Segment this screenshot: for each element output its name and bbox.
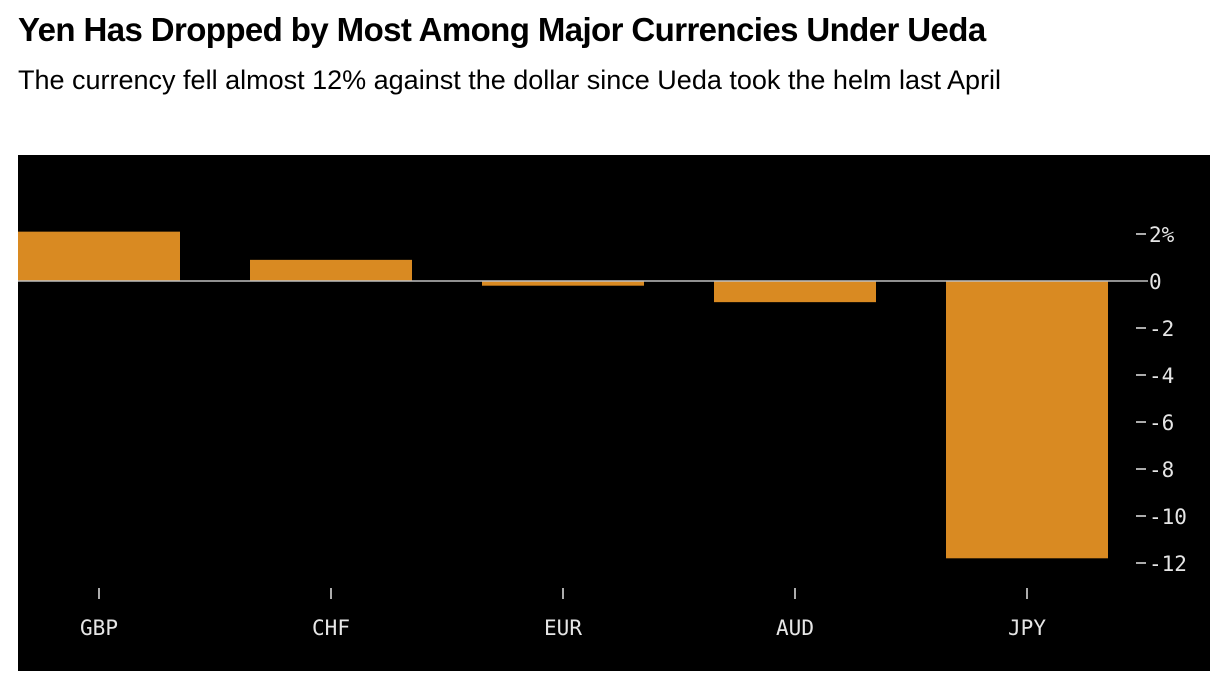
y-tick-label: -12 <box>1149 552 1187 576</box>
x-tick-label-chf: CHF <box>312 616 350 640</box>
bar-chart: 2% 0 -2 -4 -6 -8 -10 -12 GBP CHF EUR AUD JPY <box>18 223 1187 640</box>
y-tick-label: -8 <box>1149 458 1174 482</box>
chart-panel: 2% 0 -2 -4 -6 -8 -10 -12 GBP CHF EUR AUD JPY <box>18 155 1210 671</box>
bar-gbp <box>18 231 180 281</box>
x-tick-label-aud: AUD <box>776 616 814 640</box>
bar-eur <box>482 281 644 286</box>
x-axis: GBP CHF EUR AUD JPY <box>80 588 1046 640</box>
x-tick-label-jpy: JPY <box>1008 616 1046 640</box>
chart-title: Yen Has Dropped by Most Among Major Curr… <box>18 11 986 48</box>
y-tick-label: 2% <box>1149 223 1175 247</box>
x-tick-label-eur: EUR <box>544 616 582 640</box>
y-tick-label: 0 <box>1149 270 1162 294</box>
bar-chf <box>250 259 412 281</box>
chart-subtitle: The currency fell almost 12% against the… <box>18 65 1001 95</box>
bars-layer <box>18 231 1108 559</box>
y-tick-label: -2 <box>1149 317 1174 341</box>
bar-aud <box>714 281 876 303</box>
bar-jpy <box>946 281 1108 559</box>
y-tick-label: -4 <box>1149 364 1174 388</box>
x-tick-label-gbp: GBP <box>80 616 118 640</box>
y-axis: 2% 0 -2 -4 -6 -8 -10 -12 <box>1136 223 1187 576</box>
y-tick-label: -10 <box>1149 505 1187 529</box>
y-tick-label: -6 <box>1149 411 1174 435</box>
